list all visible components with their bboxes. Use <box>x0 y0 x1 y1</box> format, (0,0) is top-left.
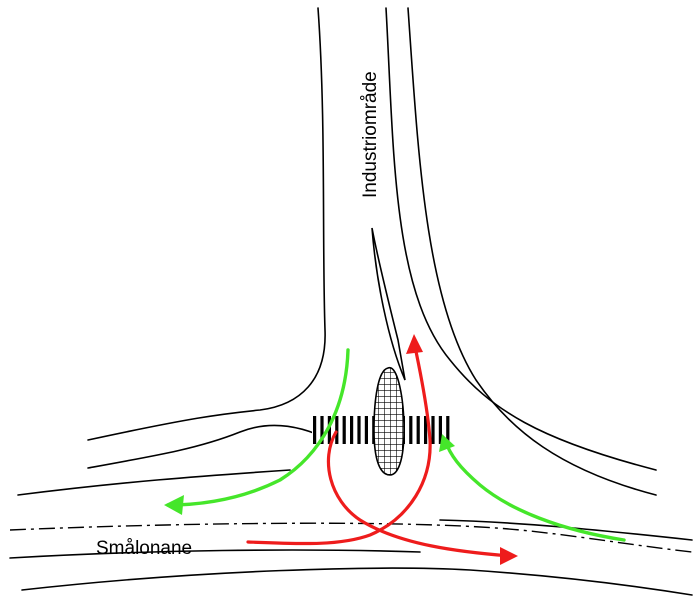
crosswalk-stripe <box>416 416 420 444</box>
red-arrow-right-turn-out <box>326 430 512 558</box>
crosswalk-stripe <box>320 416 324 444</box>
crosswalk-stripe <box>357 416 361 444</box>
label-smalonane: Smålonane <box>96 538 192 559</box>
crosswalk-stripe <box>350 416 354 444</box>
label-industriomrade: Industriområde <box>360 71 381 198</box>
crosswalk-stripe <box>446 416 450 444</box>
main-road-centerline <box>9 522 693 553</box>
main-road-edge-2 <box>17 469 291 496</box>
crosswalk-stripe <box>424 416 428 444</box>
green-arrow-left-turn-out <box>166 348 350 507</box>
main-road-edge-4 <box>21 567 693 596</box>
crosswalk-stripe <box>313 416 317 444</box>
side-road <box>87 7 657 496</box>
main-road-edge-1 <box>87 424 331 469</box>
main-road <box>9 424 693 596</box>
side-road-left-edge <box>87 7 326 441</box>
red-arrowhead-right <box>500 547 518 565</box>
red-movements <box>246 334 518 565</box>
green-movements <box>164 348 626 542</box>
crosswalk-stripe <box>431 416 435 444</box>
crosswalk-stripe <box>409 416 413 444</box>
crosswalk-stripe <box>335 416 339 444</box>
side-road-right-edge-outer <box>407 7 657 496</box>
red-arrowhead-up <box>406 334 423 354</box>
crosswalk-stripe <box>364 416 368 444</box>
crosswalk-stripe <box>342 416 346 444</box>
green-arrowhead-left <box>164 495 184 515</box>
main-road-edge-3 <box>9 549 421 559</box>
crosswalk-stripe <box>327 416 331 444</box>
median-island <box>371 227 406 381</box>
crosswalk-stripe <box>438 416 442 444</box>
main-road-edge-5 <box>439 519 693 541</box>
side-road-right-edge-inner <box>385 7 657 471</box>
green-arrowhead-right <box>439 434 455 452</box>
red-arrow-left-turn-in <box>246 340 432 546</box>
traffic-island <box>373 367 405 476</box>
green-arrow-right-turn-in <box>443 438 626 542</box>
